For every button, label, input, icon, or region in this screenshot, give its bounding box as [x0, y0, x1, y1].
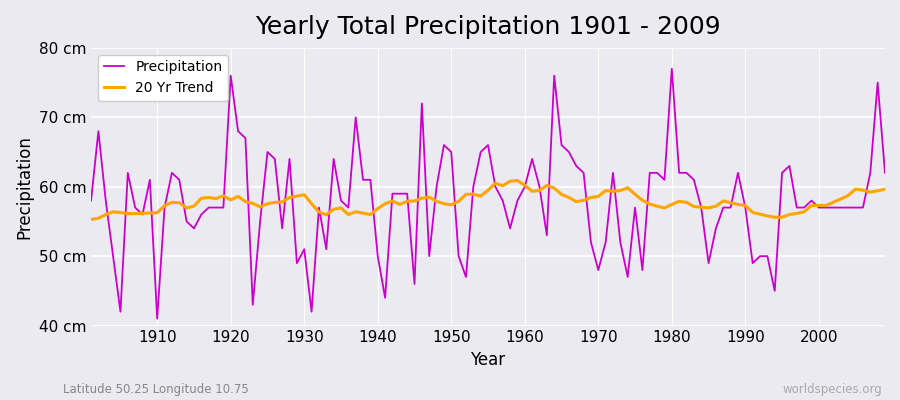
X-axis label: Year: Year — [471, 351, 506, 369]
Precipitation — [666, 66, 677, 71]
20 Yr Trend — [519, 183, 530, 188]
20 Yr Trend — [526, 189, 537, 194]
20 Yr Trend — [86, 217, 96, 222]
20 Yr Trend — [350, 209, 361, 214]
20 Yr Trend — [512, 178, 523, 183]
20 Yr Trend — [145, 210, 156, 215]
Text: worldspecies.org: worldspecies.org — [782, 383, 882, 396]
Precipitation — [615, 240, 626, 245]
Precipitation — [152, 316, 163, 321]
20 Yr Trend — [306, 201, 317, 206]
Precipitation — [313, 205, 324, 210]
Precipitation — [526, 156, 537, 161]
Text: Latitude 50.25 Longitude 10.75: Latitude 50.25 Longitude 10.75 — [63, 383, 248, 396]
Precipitation — [357, 177, 368, 182]
Legend: Precipitation, 20 Yr Trend: Precipitation, 20 Yr Trend — [98, 55, 229, 101]
Precipitation — [519, 184, 530, 189]
Line: 20 Yr Trend: 20 Yr Trend — [91, 180, 885, 219]
Title: Yearly Total Precipitation 1901 - 2009: Yearly Total Precipitation 1901 - 2009 — [256, 15, 721, 39]
20 Yr Trend — [615, 188, 626, 193]
Precipitation — [145, 177, 156, 182]
Precipitation — [86, 198, 96, 203]
Y-axis label: Precipitation: Precipitation — [15, 135, 33, 239]
20 Yr Trend — [879, 187, 890, 192]
Precipitation — [879, 170, 890, 175]
Line: Precipitation: Precipitation — [91, 69, 885, 319]
